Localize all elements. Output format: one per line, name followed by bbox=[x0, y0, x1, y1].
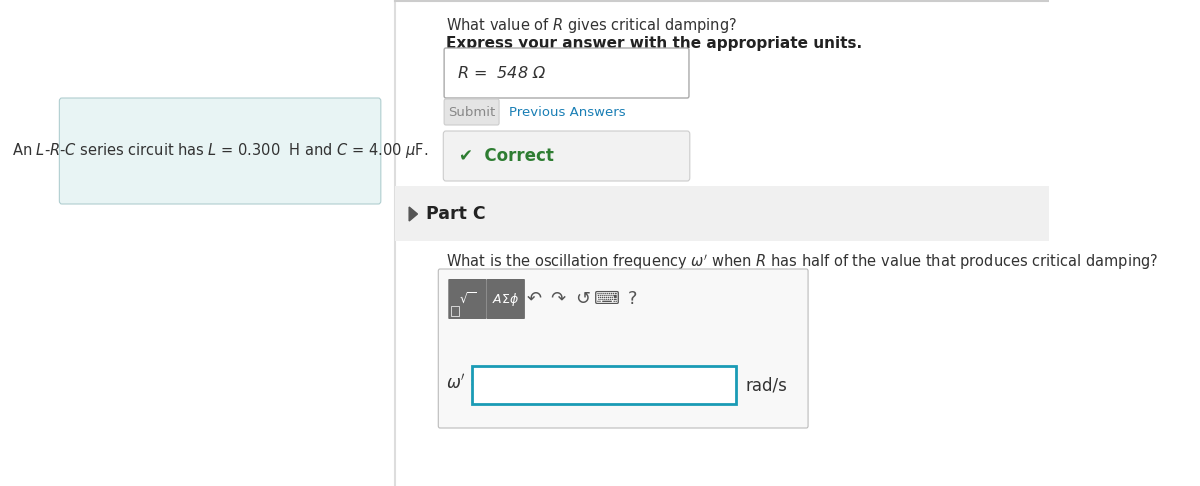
Text: $R$ =  548 Ω: $R$ = 548 Ω bbox=[457, 65, 547, 81]
Text: Submit: Submit bbox=[448, 105, 496, 119]
FancyBboxPatch shape bbox=[59, 98, 380, 204]
Bar bbox=[473, 366, 736, 404]
Text: rad/s: rad/s bbox=[745, 376, 787, 394]
Bar bbox=[395, 186, 1049, 241]
Text: ⌨: ⌨ bbox=[594, 290, 620, 308]
Polygon shape bbox=[409, 207, 418, 221]
Text: ✔  Correct: ✔ Correct bbox=[460, 147, 554, 165]
FancyBboxPatch shape bbox=[449, 279, 486, 319]
Text: ?: ? bbox=[628, 290, 637, 308]
Text: ↷: ↷ bbox=[550, 290, 565, 308]
Text: $A\Sigma\phi$: $A\Sigma\phi$ bbox=[492, 291, 520, 308]
Text: What value of $R$ gives critical damping?: What value of $R$ gives critical damping… bbox=[445, 16, 737, 35]
Text: What is the oscillation frequency $\omega'$ when $R$ has half of the value that : What is the oscillation frequency $\omeg… bbox=[445, 252, 1158, 272]
FancyBboxPatch shape bbox=[443, 131, 690, 181]
FancyBboxPatch shape bbox=[444, 48, 689, 98]
Text: ↺: ↺ bbox=[575, 290, 590, 308]
Text: ↶: ↶ bbox=[527, 290, 541, 308]
Text: $\sqrt{\ }$: $\sqrt{\ }$ bbox=[458, 292, 476, 307]
Text: Previous Answers: Previous Answers bbox=[509, 105, 625, 119]
FancyBboxPatch shape bbox=[444, 99, 499, 125]
Bar bbox=[395, 0, 1049, 241]
Text: An $L$-$R$-$C$ series circuit has $L$ = 0.300  H and $C$ = 4.00 $\mu$F.: An $L$-$R$-$C$ series circuit has $L$ = … bbox=[12, 141, 428, 160]
Text: Part C: Part C bbox=[426, 205, 486, 223]
FancyBboxPatch shape bbox=[438, 269, 808, 428]
FancyBboxPatch shape bbox=[451, 306, 460, 316]
Text: $\omega'$ =: $\omega'$ = bbox=[445, 374, 484, 393]
Text: Express your answer with the appropriate units.: Express your answer with the appropriate… bbox=[445, 36, 862, 51]
FancyBboxPatch shape bbox=[486, 279, 524, 319]
